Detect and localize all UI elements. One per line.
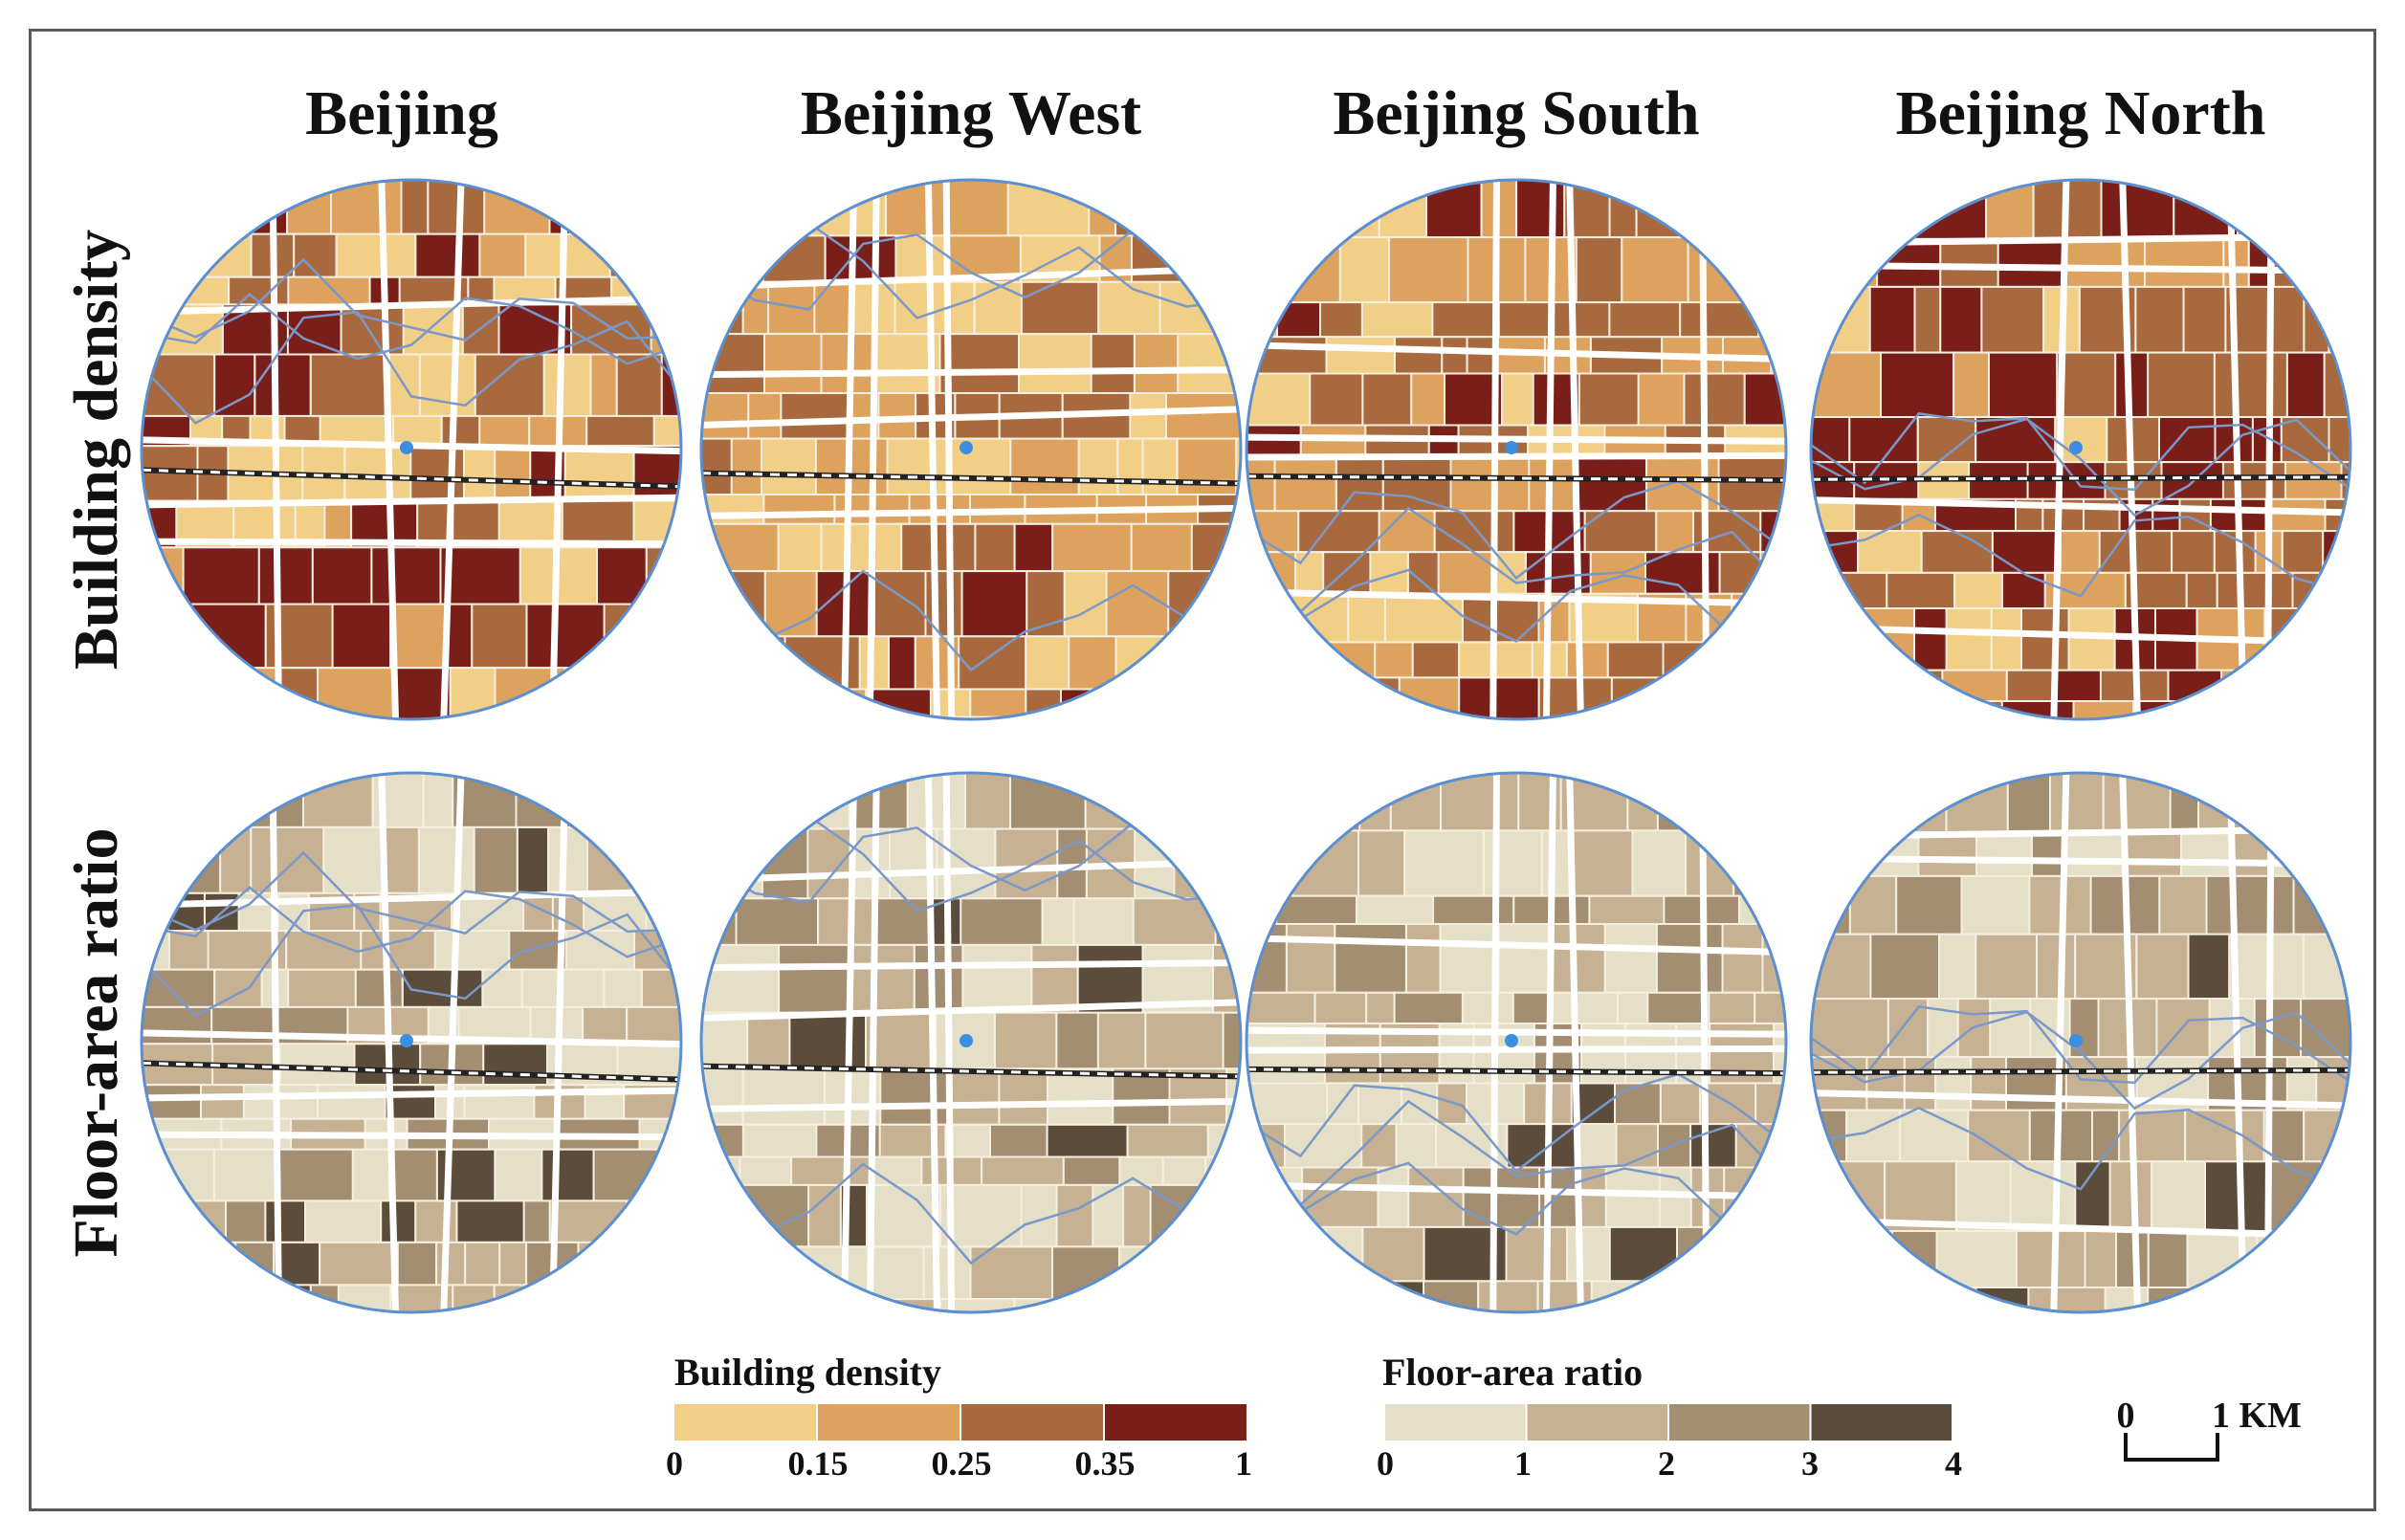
- map-boundary: [699, 178, 1243, 721]
- row-label-floor-area-ratio: Floor-area ratio: [61, 828, 131, 1258]
- station-marker: [960, 441, 973, 454]
- far-map-beijing-west: [701, 773, 1241, 1312]
- station-marker: [400, 441, 413, 454]
- far-map-beijing: [142, 773, 681, 1312]
- legend-far-tick: 2: [1658, 1444, 1675, 1483]
- station-marker: [2069, 441, 2083, 454]
- legend-far-swatch-2: [1527, 1404, 1667, 1441]
- column-title-beijing-north: Beijing North: [1896, 78, 2266, 148]
- station-marker: [1505, 441, 1518, 454]
- legend-density-tick: 0.35: [1075, 1444, 1136, 1483]
- map-panels: [140, 178, 2352, 1314]
- map-boundary: [1809, 178, 2352, 721]
- legend-far-title: Floor-area ratio: [1382, 1351, 1643, 1394]
- legend-density-tick: 0: [666, 1444, 683, 1483]
- legend-density-swatch-1: [674, 1404, 816, 1441]
- legend-far-swatch-3: [1669, 1404, 1810, 1441]
- density-map-beijing-north: [1811, 180, 2350, 719]
- scale-bar-line: [2124, 1433, 2219, 1462]
- figure-frame: [29, 29, 2376, 1511]
- legend-density-swatch-4: [1105, 1404, 1247, 1441]
- scale-bar: 0 1 KM: [2117, 1396, 2302, 1462]
- row-label-building-density: Building density: [61, 230, 131, 670]
- map-boundary: [699, 771, 1243, 1314]
- station-marker: [960, 1034, 973, 1047]
- map-boundary: [1809, 771, 2352, 1314]
- legend-density-tick: 1: [1235, 1444, 1252, 1483]
- density-map-beijing-south: [1247, 180, 1786, 719]
- station-marker: [2069, 1034, 2083, 1047]
- legend-density-tick: 0.25: [932, 1444, 992, 1483]
- column-title-beijing-south: Beijing South: [1333, 78, 1699, 148]
- column-title-beijing-west: Beijing West: [801, 78, 1141, 148]
- legend-floor-area-ratio: Floor-area ratio 0 1 2 3 4: [1377, 1351, 1962, 1483]
- legend-density-swatch-3: [961, 1404, 1103, 1441]
- density-map-beijing-west: [701, 180, 1241, 719]
- legend-far-tick: 3: [1801, 1444, 1819, 1483]
- legend-building-density: Building density 0 0.15 0.25 0.35 1: [666, 1351, 1252, 1483]
- map-boundary: [140, 178, 683, 721]
- density-map-beijing: [142, 180, 681, 719]
- scale-bar-end: 1 KM: [2212, 1396, 2302, 1436]
- legend-far-tick: 1: [1514, 1444, 1532, 1483]
- legend-density-tick: 0.15: [788, 1444, 849, 1483]
- legend-far-swatch-4: [1811, 1404, 1952, 1441]
- legend-density-title: Building density: [674, 1351, 941, 1394]
- map-boundary: [1245, 771, 1788, 1314]
- map-boundary: [1245, 178, 1788, 721]
- column-title-beijing: Beijing: [305, 78, 498, 148]
- scale-bar-start: 0: [2117, 1396, 2135, 1436]
- legend-density-swatch-2: [818, 1404, 960, 1441]
- far-map-beijing-south: [1247, 773, 1786, 1312]
- station-marker: [400, 1034, 413, 1047]
- legend-far-tick: 0: [1377, 1444, 1394, 1483]
- legend-far-tick: 4: [1945, 1444, 1962, 1483]
- station-marker: [1505, 1034, 1518, 1047]
- far-map-beijing-north: [1811, 773, 2350, 1312]
- legend-far-swatch-1: [1385, 1404, 1526, 1441]
- map-boundary: [140, 771, 683, 1314]
